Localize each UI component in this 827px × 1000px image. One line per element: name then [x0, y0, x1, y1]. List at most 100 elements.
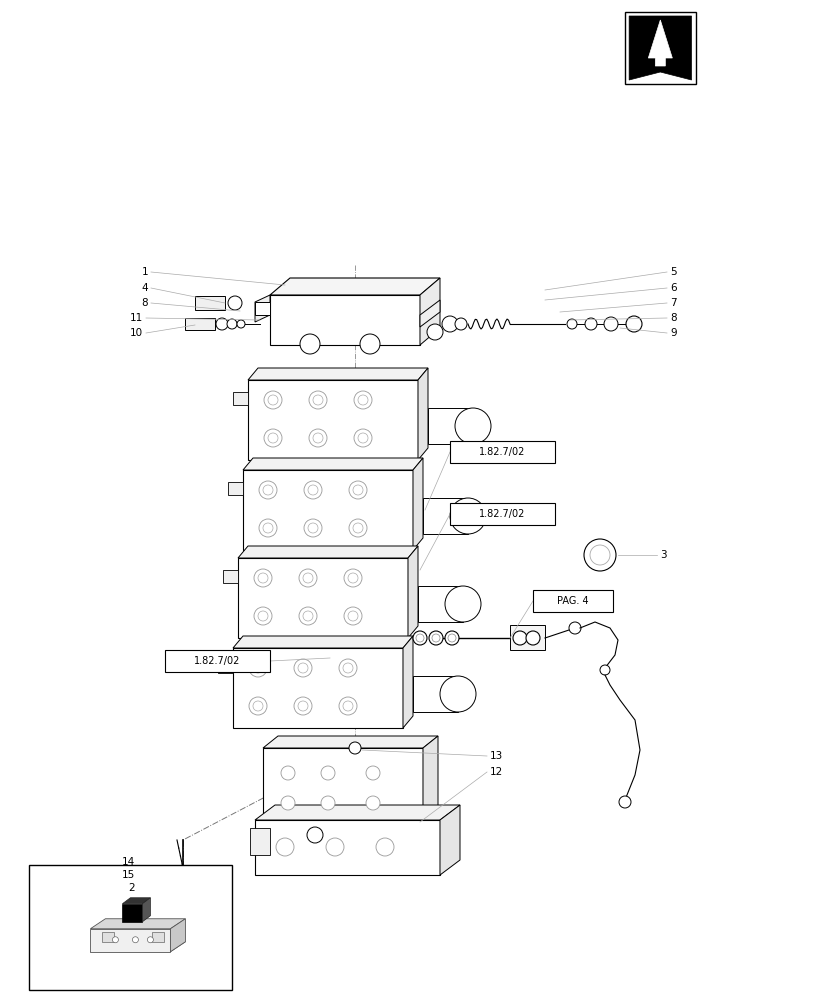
Polygon shape: [428, 408, 472, 444]
Polygon shape: [242, 458, 423, 470]
Circle shape: [174, 902, 191, 918]
Circle shape: [258, 573, 268, 583]
Polygon shape: [263, 736, 437, 748]
Bar: [29, 865, 232, 990]
Bar: [449, 503, 554, 525]
Text: 1.82.7/02: 1.82.7/02: [194, 656, 241, 666]
Circle shape: [304, 519, 322, 537]
Circle shape: [442, 316, 457, 332]
Circle shape: [455, 318, 466, 330]
Circle shape: [275, 838, 294, 856]
Bar: [174, 897, 191, 904]
Polygon shape: [255, 302, 270, 315]
Circle shape: [360, 334, 380, 354]
Circle shape: [313, 395, 323, 405]
Circle shape: [347, 611, 357, 621]
Circle shape: [304, 481, 322, 499]
Circle shape: [447, 634, 456, 642]
Polygon shape: [255, 295, 270, 322]
Text: 1: 1: [141, 267, 148, 277]
Polygon shape: [103, 932, 114, 942]
Circle shape: [254, 569, 272, 587]
Circle shape: [342, 701, 352, 711]
Polygon shape: [419, 300, 439, 327]
Circle shape: [603, 317, 617, 331]
Circle shape: [347, 573, 357, 583]
Bar: [165, 650, 270, 672]
Polygon shape: [142, 898, 151, 922]
Circle shape: [432, 634, 439, 642]
Circle shape: [352, 523, 362, 533]
Circle shape: [415, 634, 423, 642]
Circle shape: [342, 663, 352, 673]
Circle shape: [259, 481, 277, 499]
Circle shape: [263, 485, 273, 495]
Circle shape: [298, 701, 308, 711]
Polygon shape: [423, 498, 467, 534]
Circle shape: [366, 796, 380, 810]
Circle shape: [303, 611, 313, 621]
Circle shape: [357, 395, 367, 405]
Circle shape: [254, 607, 272, 625]
Text: 9: 9: [669, 328, 676, 338]
Polygon shape: [90, 929, 170, 952]
Text: 7: 7: [669, 298, 676, 308]
Text: 3: 3: [659, 550, 666, 560]
Circle shape: [338, 659, 356, 677]
Circle shape: [585, 318, 596, 330]
Circle shape: [354, 429, 371, 447]
Circle shape: [600, 665, 609, 675]
Text: 4: 4: [141, 283, 148, 293]
Polygon shape: [184, 318, 215, 330]
Circle shape: [366, 766, 380, 780]
Polygon shape: [423, 736, 437, 823]
Circle shape: [299, 607, 317, 625]
Circle shape: [264, 429, 282, 447]
Circle shape: [338, 697, 356, 715]
Polygon shape: [232, 392, 248, 405]
Circle shape: [303, 573, 313, 583]
Circle shape: [249, 659, 266, 677]
Circle shape: [264, 391, 282, 409]
Circle shape: [227, 296, 241, 310]
Polygon shape: [122, 904, 142, 922]
Circle shape: [307, 827, 323, 843]
Polygon shape: [413, 458, 423, 550]
Circle shape: [413, 631, 427, 645]
Polygon shape: [418, 368, 428, 460]
Circle shape: [439, 676, 476, 712]
Polygon shape: [439, 805, 460, 875]
Polygon shape: [629, 16, 691, 80]
Circle shape: [348, 742, 361, 754]
Text: 5: 5: [669, 267, 676, 277]
Circle shape: [348, 481, 366, 499]
Circle shape: [132, 937, 138, 943]
Circle shape: [566, 319, 576, 329]
Circle shape: [619, 796, 630, 808]
Polygon shape: [648, 20, 672, 66]
Polygon shape: [242, 470, 413, 550]
Circle shape: [343, 569, 361, 587]
Circle shape: [375, 838, 394, 856]
Polygon shape: [90, 942, 185, 952]
Circle shape: [280, 796, 294, 810]
Polygon shape: [222, 570, 237, 583]
Polygon shape: [255, 820, 439, 875]
Circle shape: [263, 523, 273, 533]
Circle shape: [428, 631, 442, 645]
Circle shape: [343, 607, 361, 625]
Text: 6: 6: [669, 283, 676, 293]
Polygon shape: [227, 482, 242, 495]
Circle shape: [568, 622, 581, 634]
Circle shape: [179, 906, 187, 914]
Polygon shape: [263, 748, 423, 823]
Polygon shape: [255, 805, 460, 820]
Circle shape: [294, 697, 312, 715]
Polygon shape: [408, 546, 418, 638]
Text: 8: 8: [141, 298, 148, 308]
Polygon shape: [419, 278, 439, 345]
Polygon shape: [250, 828, 270, 855]
Circle shape: [299, 569, 317, 587]
Polygon shape: [232, 636, 413, 648]
Circle shape: [249, 697, 266, 715]
